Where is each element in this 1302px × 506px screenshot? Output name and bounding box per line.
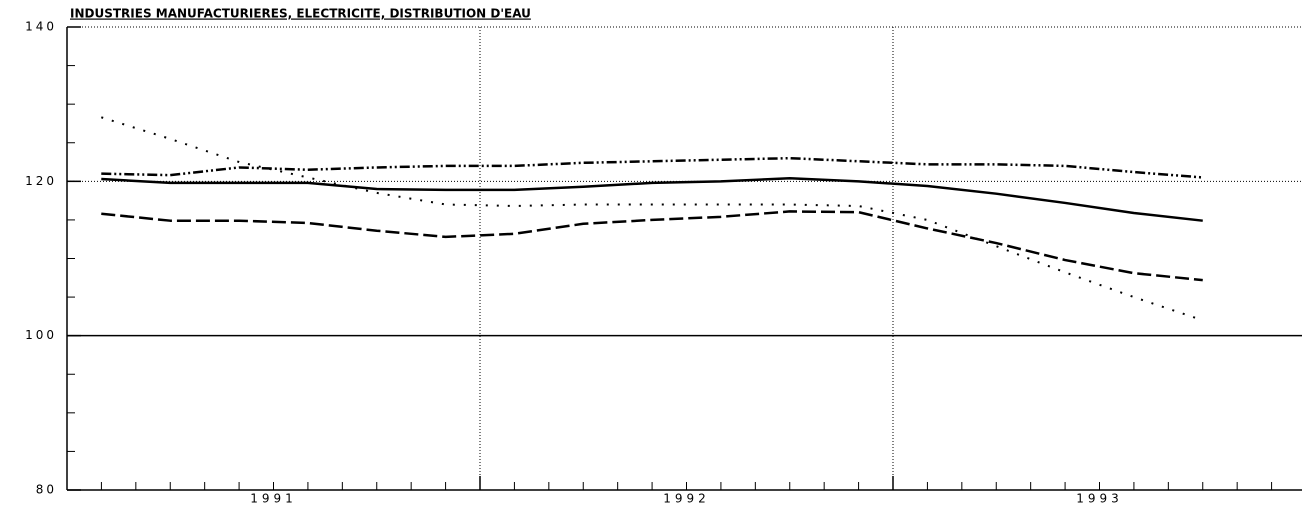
series-line — [101, 156, 1203, 179]
series-line — [101, 210, 1203, 282]
y-tick-label: 120 — [25, 174, 57, 188]
series-line — [101, 176, 1203, 222]
y-tick-label: 100 — [25, 328, 57, 342]
x-tick-label: 1992 — [663, 492, 710, 506]
x-tick-label: 1993 — [1076, 492, 1123, 506]
x-tick-label: 1991 — [250, 492, 297, 506]
y-tick-label: 140 — [25, 20, 57, 34]
y-tick-label: 80 — [36, 483, 57, 497]
chart-title: INDUSTRIES MANUFACTURIERES, ELECTRICITE,… — [70, 7, 531, 21]
series-line — [100, 116, 1204, 322]
